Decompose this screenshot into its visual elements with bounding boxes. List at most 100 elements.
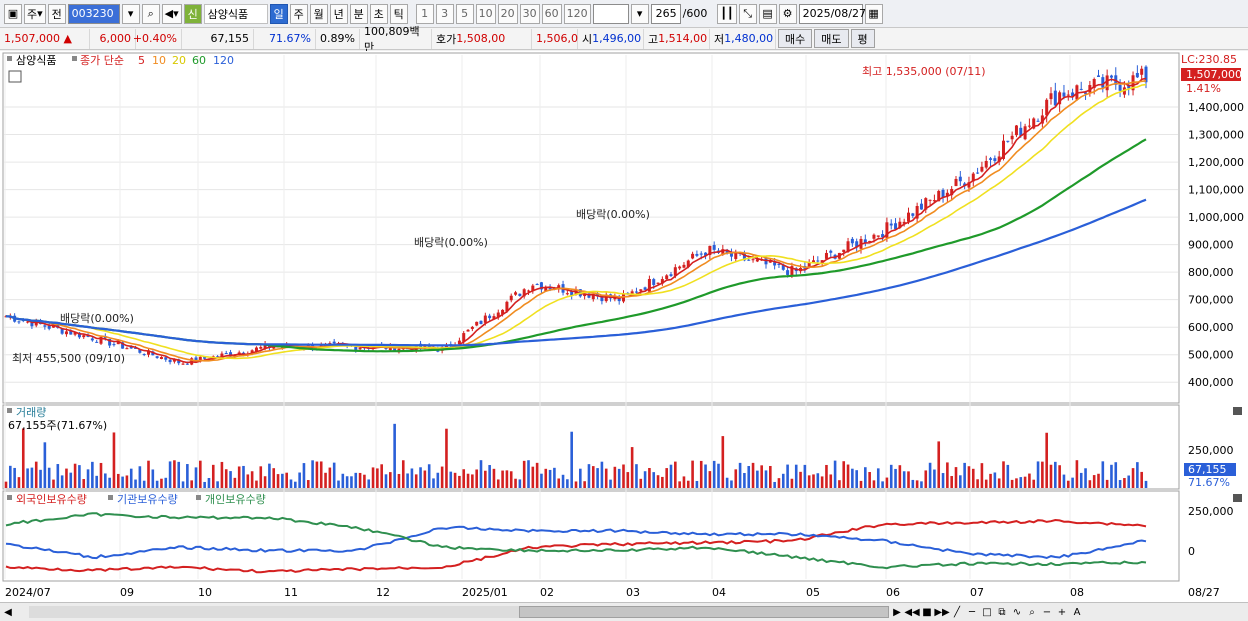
volume-bar xyxy=(328,467,332,488)
volume-bar xyxy=(984,479,988,488)
x-axis-label: 04 xyxy=(712,586,726,599)
scroll-track[interactable] xyxy=(29,606,889,618)
chart-area[interactable]: 삼양식품 종가 단순 5 10 20 60 120 LC:230.85 1,50… xyxy=(0,51,1248,602)
volume-bar xyxy=(734,469,738,488)
custom-step-input[interactable] xyxy=(592,3,629,24)
volume-bar xyxy=(674,461,677,488)
candle-body xyxy=(699,253,703,255)
date-input[interactable]: 2025/08/27 xyxy=(798,3,866,24)
line-draw-icon[interactable]: ╱ xyxy=(953,606,961,618)
volume-bar xyxy=(898,465,902,488)
play-icon[interactable]: ▶▶ xyxy=(934,606,950,618)
candle-body xyxy=(958,176,962,182)
volume-bar xyxy=(781,473,785,488)
window-menu-icon[interactable]: ▣ xyxy=(4,3,22,24)
stock-chart[interactable]: 삼양식품 종가 단순 5 10 20 60 120 LC:230.85 1,50… xyxy=(0,51,1248,602)
period-tab-0[interactable]: 일 xyxy=(269,3,288,24)
candle-body xyxy=(660,279,664,284)
volume-tag xyxy=(1184,463,1236,476)
minute-step-60[interactable]: 60 xyxy=(541,3,562,24)
close-panel-icon[interactable] xyxy=(1233,407,1242,415)
speaker-icon[interactable]: ◀▾ xyxy=(161,3,182,24)
volume-bar xyxy=(294,481,297,488)
minute-step-120[interactable]: 120 xyxy=(563,3,591,24)
zoom-in-icon[interactable]: ⌕ xyxy=(1029,606,1035,618)
zoom-out-icon[interactable]: − xyxy=(1042,606,1052,618)
volume-bar xyxy=(691,460,694,488)
volume-bar xyxy=(622,464,625,488)
volume-bar xyxy=(980,463,984,488)
search-icon[interactable]: ⌕ xyxy=(141,3,160,24)
stop-icon[interactable]: ■ xyxy=(922,606,932,618)
period-tab-2[interactable]: 월 xyxy=(309,3,328,24)
candle-body xyxy=(993,158,997,162)
price-change-pct: +0.40% xyxy=(133,28,182,49)
period-select[interactable]: 주 ▾ xyxy=(24,3,46,24)
volume-bar xyxy=(39,469,42,488)
detail-button[interactable]: 평 xyxy=(850,29,875,48)
volume-bar xyxy=(661,476,664,488)
candle-type-icon[interactable]: ┃┃ xyxy=(717,3,737,24)
period-tab-1[interactable]: 주 xyxy=(289,3,308,24)
wave-icon[interactable]: ∿ xyxy=(1012,606,1022,618)
save-icon[interactable]: ▤ xyxy=(758,3,777,24)
volume-bar xyxy=(306,480,310,488)
buy-button[interactable]: 매수 xyxy=(778,29,813,48)
volume-bar xyxy=(302,463,306,488)
volume-bar xyxy=(371,467,375,488)
bid-ask: 호가 1,508,00 xyxy=(432,28,532,49)
minute-step-10[interactable]: 10 xyxy=(475,3,496,24)
period-tab-5[interactable]: 초 xyxy=(369,3,388,24)
x-axis-label: 12 xyxy=(376,586,390,599)
volume-bar xyxy=(432,478,435,488)
minute-step-20[interactable]: 20 xyxy=(497,3,518,24)
volume-bar xyxy=(475,469,478,488)
volume-bar xyxy=(825,464,828,488)
candle-body xyxy=(229,352,233,357)
rewind-icon[interactable]: ◀◀ xyxy=(904,606,920,618)
hline-icon[interactable]: ─ xyxy=(968,606,976,618)
line-tool-icon[interactable]: ⤡ xyxy=(738,3,757,24)
volume-bar xyxy=(743,472,746,488)
period-tab-3[interactable]: 년 xyxy=(329,3,348,24)
period-tab-4[interactable]: 분 xyxy=(349,3,368,24)
scroll-left-icon[interactable]: ◀ xyxy=(4,606,12,618)
calendar-icon[interactable]: ▦ xyxy=(864,3,883,24)
y-tick-label: 1,200,000 xyxy=(1188,156,1244,169)
volume-bar xyxy=(436,472,440,488)
prev-button[interactable]: 전 xyxy=(47,3,66,24)
count-input[interactable]: 265 xyxy=(650,3,681,24)
scroll-right-icon[interactable]: ▶ xyxy=(893,606,901,618)
volume-bar xyxy=(522,460,526,488)
volume-bar xyxy=(367,479,371,488)
plus-icon[interactable]: + xyxy=(1057,606,1067,618)
close-panel-icon[interactable] xyxy=(1233,494,1242,502)
volume-bar xyxy=(769,465,772,488)
y-tick-label: 1,400,000 xyxy=(1188,101,1244,114)
volume-bar xyxy=(915,480,919,488)
period-tab-6[interactable]: 틱 xyxy=(389,3,408,24)
candle-body xyxy=(1105,75,1109,91)
font-icon[interactable]: A xyxy=(1073,606,1081,618)
sell-button[interactable]: 매도 xyxy=(814,29,849,48)
minute-step-1[interactable]: 1 xyxy=(415,3,434,24)
scroll-thumb[interactable] xyxy=(519,606,889,618)
stock-code-input[interactable]: 003230 xyxy=(67,3,120,24)
table-view-icon[interactable] xyxy=(8,70,22,83)
candle-body xyxy=(898,221,902,228)
volume-bar xyxy=(1002,461,1005,488)
copy-icon[interactable]: ⧉ xyxy=(998,606,1006,618)
minute-step-3[interactable]: 3 xyxy=(435,3,454,24)
custom-step-dropdown-icon[interactable]: ▾ xyxy=(630,3,649,24)
candle-body xyxy=(142,354,146,356)
settings-gear-icon[interactable]: ⚙ xyxy=(778,3,797,24)
lc-label: LC:230.85 xyxy=(1181,53,1237,66)
candle-body xyxy=(73,332,77,335)
box-icon[interactable]: □ xyxy=(982,606,992,618)
x-axis-label: 02 xyxy=(540,586,554,599)
code-dropdown-icon[interactable]: ▾ xyxy=(121,3,140,24)
minute-step-30[interactable]: 30 xyxy=(519,3,540,24)
candle-body xyxy=(924,198,928,210)
minute-step-5[interactable]: 5 xyxy=(455,3,474,24)
